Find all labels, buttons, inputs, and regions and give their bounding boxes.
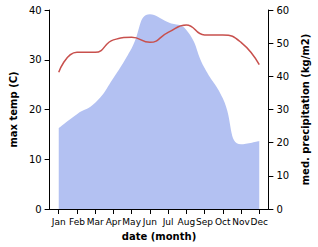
svg-text:Sep: Sep [196,217,213,227]
svg-text:60: 60 [276,5,289,16]
svg-text:max temp (C): max temp (C) [8,71,19,147]
svg-text:Mar: Mar [87,217,104,227]
svg-text:Jan: Jan [51,217,66,227]
svg-text:20: 20 [29,104,42,115]
svg-text:10: 10 [276,170,289,181]
svg-text:30: 30 [276,104,289,115]
svg-text:Jul: Jul [162,217,174,227]
svg-text:10: 10 [29,154,42,165]
svg-text:30: 30 [29,54,42,65]
svg-text:Apr: Apr [106,217,122,227]
svg-text:Jun: Jun [142,217,157,227]
svg-text:50: 50 [276,38,289,49]
svg-text:0: 0 [276,204,282,215]
svg-text:Nov: Nov [232,217,250,227]
svg-text:May: May [122,217,141,227]
svg-text:date (month): date (month) [122,231,196,242]
svg-text:Aug: Aug [178,217,196,227]
svg-text:0: 0 [35,204,41,215]
svg-text:40: 40 [276,71,289,82]
svg-text:Oct: Oct [215,217,231,227]
svg-text:Feb: Feb [69,217,85,227]
svg-text:20: 20 [276,137,289,148]
svg-text:40: 40 [29,5,42,16]
svg-text:med. precipitation (kg/m2): med. precipitation (kg/m2) [300,34,311,186]
svg-text:Dec: Dec [251,217,268,227]
